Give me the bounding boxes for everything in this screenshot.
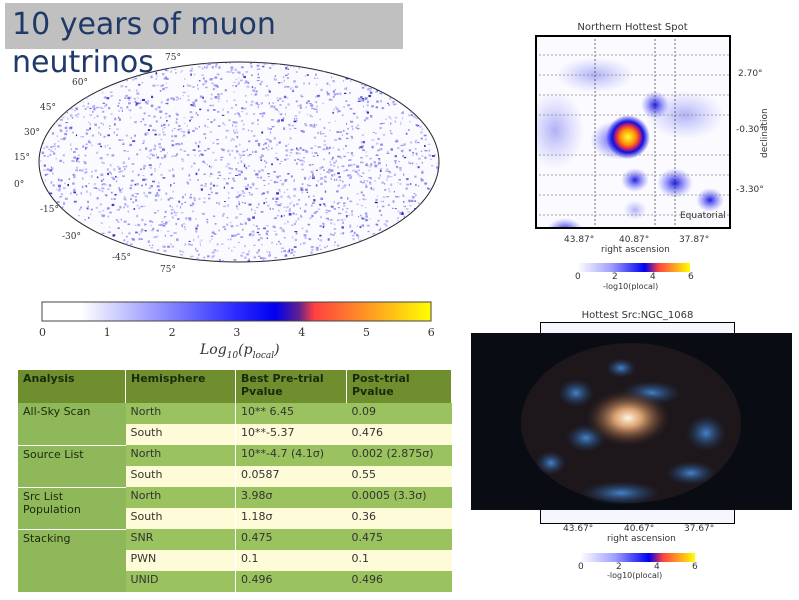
pre-cell: 3.98σ xyxy=(235,487,347,508)
cb-tick: 6 xyxy=(692,562,698,572)
frame-label: Equatorial xyxy=(680,211,726,221)
results-table: Analysis Hemisphere Best Pre-trial Pvalu… xyxy=(18,370,452,593)
col-header: Best Pre-trial Pvalue xyxy=(235,370,347,403)
colorbar-tick: 5 xyxy=(363,326,370,339)
analysis-cell: Stacking xyxy=(18,529,126,593)
col-header: Analysis xyxy=(18,370,126,403)
table-row: Stacking SNR 0.475 0.475 xyxy=(18,529,452,593)
post-cell: 0.496 xyxy=(346,571,452,592)
cb-tick: 0 xyxy=(578,562,584,572)
hemi-cell: South xyxy=(125,466,236,487)
skymap-colorbar xyxy=(41,301,432,322)
table-row: Src List Population North 3.98σ 0.0005 (3.3… xyxy=(18,487,452,530)
col-header: Hemisphere xyxy=(125,370,236,403)
colorbar-tick: 4 xyxy=(298,326,306,339)
latitude-label: -30° xyxy=(62,232,81,242)
ra-axis-label: right ascension xyxy=(607,534,676,544)
table-row: South 10**-5.37 0.476 xyxy=(18,424,452,445)
pre-cell: 10**-4.7 (4.1σ) xyxy=(235,445,347,466)
hemi-cell: UNID xyxy=(125,571,236,592)
cb-tick: 2 xyxy=(612,272,618,282)
slide-title: 10 years of muon neutrinos xyxy=(12,7,276,80)
post-cell: 0.36 xyxy=(346,508,452,529)
latitude-label: 30° xyxy=(24,128,40,138)
title-bar xyxy=(5,3,403,49)
hemi-cell: North xyxy=(125,445,236,466)
north-colorbar xyxy=(577,263,690,272)
table-row: South 0.0587 0.55 xyxy=(18,466,452,487)
latitude-label: -15° xyxy=(40,205,59,215)
hemi-cell: SNR xyxy=(125,529,236,550)
post-cell: 0.476 xyxy=(346,424,452,445)
colorbar-tick: 2 xyxy=(168,326,176,339)
cb-tick: 4 xyxy=(654,562,660,572)
cb-tick: 2 xyxy=(616,562,622,572)
colorbar-tick: 0 xyxy=(39,326,46,339)
pre-cell: 1.18σ xyxy=(235,508,347,529)
analysis-cell: Src List Population xyxy=(18,487,126,530)
hemi-cell: South xyxy=(125,424,236,445)
latitude-label: 15° xyxy=(14,153,30,163)
analysis-cell: Source List xyxy=(18,445,126,488)
post-cell: 0.09 xyxy=(346,403,452,424)
skymap xyxy=(38,61,440,322)
cb-label: -log10(plocal) xyxy=(603,282,659,291)
latitude-label: 75° xyxy=(165,53,181,63)
latitude-label: 75° xyxy=(160,265,176,275)
post-cell: 0.1 xyxy=(346,550,452,571)
table-row: PWN 0.1 0.1 xyxy=(18,550,452,571)
latitude-label: 0° xyxy=(14,180,25,190)
ra-tick: 37.67° xyxy=(684,524,715,534)
galaxy-image xyxy=(471,333,792,510)
hemi-cell: North xyxy=(125,487,236,508)
latitude-label: -45° xyxy=(112,253,131,263)
ra-tick: 40.67° xyxy=(624,524,655,534)
ra-tick: 43.67° xyxy=(563,524,594,534)
post-cell: 0.55 xyxy=(346,466,452,487)
ra-tick: 40.87° xyxy=(619,235,650,245)
post-cell: 0.475 xyxy=(346,529,452,550)
cb-tick: 6 xyxy=(688,272,694,282)
pre-cell: 0.496 xyxy=(235,571,347,592)
table-row: South 1.18σ 0.36 xyxy=(18,508,452,529)
hemi-cell: PWN xyxy=(125,550,236,571)
skymap-colorbar-label: Log10(plocal) xyxy=(200,342,280,361)
north-hotspot-map xyxy=(535,35,731,229)
ra-tick: 37.87° xyxy=(679,235,710,245)
pre-cell: 10**-5.37 xyxy=(235,424,347,445)
colorbar-tick: 6 xyxy=(427,326,435,339)
cb-tick: 0 xyxy=(575,272,581,282)
hemi-cell: North xyxy=(125,403,236,424)
post-cell: 0.002 (2.875σ) xyxy=(346,445,452,466)
pre-cell: 10** 6.45 xyxy=(235,403,347,424)
ngc-title: Hottest Src:NGC_1068 xyxy=(581,310,694,321)
latitude-label: 60° xyxy=(72,78,88,88)
latitude-label: 45° xyxy=(40,103,56,113)
pre-cell: 0.0587 xyxy=(235,466,347,487)
ra-axis-label: right ascension xyxy=(601,245,670,255)
dec-axis-label: declination xyxy=(760,108,770,158)
ngc-colorbar xyxy=(580,553,695,562)
dec-tick: 2.70° xyxy=(738,69,763,79)
ra-tick: 43.87° xyxy=(564,235,595,245)
table-row: All-Sky Scan North 10** 6.45 0.09 xyxy=(18,403,452,446)
post-cell: 0.0005 (3.3σ) xyxy=(346,487,452,508)
dec-tick: -0.30° xyxy=(736,125,764,135)
cb-label: -log10(plocal) xyxy=(607,571,663,580)
col-header: Post-trial Pvalue xyxy=(346,370,452,403)
dec-tick: -3.30° xyxy=(736,185,764,195)
table-row: UNID 0.496 0.496 xyxy=(18,571,452,592)
hemi-cell: South xyxy=(125,508,236,529)
analysis-cell: All-Sky Scan xyxy=(18,403,126,446)
colorbar-tick: 3 xyxy=(233,326,241,339)
north-title: Northern Hottest Spot xyxy=(577,22,688,33)
pre-cell: 0.1 xyxy=(235,550,347,571)
cb-tick: 4 xyxy=(650,272,656,282)
colorbar-tick: 1 xyxy=(103,326,111,339)
table-row: Source List North 10**-4.7 (4.1σ) 0.002 (2.… xyxy=(18,445,452,488)
pre-cell: 0.475 xyxy=(235,529,347,550)
